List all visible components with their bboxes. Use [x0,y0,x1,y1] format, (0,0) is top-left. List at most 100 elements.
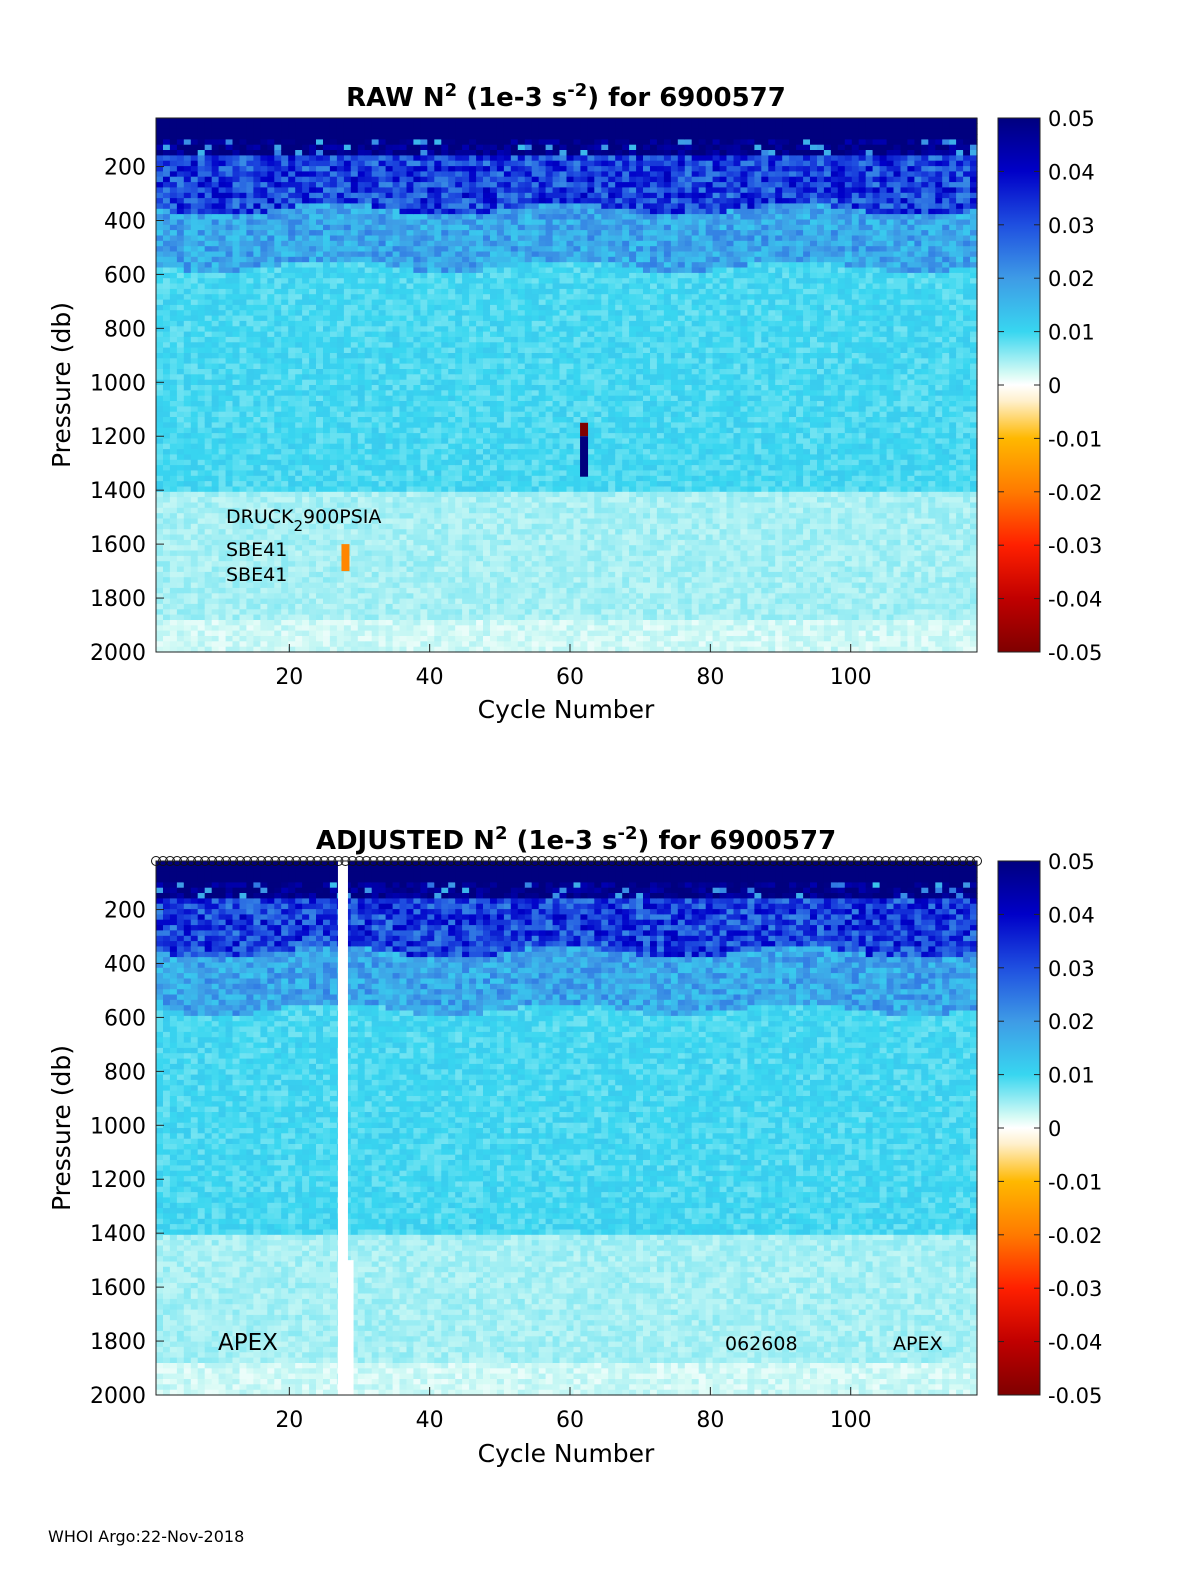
heatmap-cell [323,320,331,327]
heatmap-cell [316,507,324,514]
heatmap-cell [336,320,345,327]
heatmap-cell [406,342,415,349]
heatmap-cell [378,176,387,183]
heatmap-cell [239,443,248,450]
heatmap-cell [253,513,261,520]
heatmap-cell [253,294,261,301]
heatmap-cell [385,128,394,135]
heatmap-cell [476,598,484,605]
heatmap-cell [357,518,366,525]
heatmap-cell [434,272,442,279]
heatmap-cell [274,411,282,418]
heatmap-cell [350,395,359,402]
heatmap-cell [190,603,199,610]
heatmap-cell [343,401,352,407]
heatmap-cell [434,646,442,653]
heatmap-cell [302,625,310,632]
heatmap-cell [302,593,310,600]
heatmap-cell [448,272,456,279]
heatmap-cell [434,288,442,295]
heatmap-cell [246,134,254,140]
heatmap-cell [483,566,491,573]
heatmap-cell [225,336,234,343]
heatmap-cell [392,561,401,568]
heatmap-cell [309,636,317,642]
heatmap-cell [329,518,338,525]
heatmap-cell [399,358,408,365]
heatmap-cell [329,523,338,530]
heatmap-cell [399,310,408,317]
heatmap-cell [246,459,254,466]
heatmap-cell [434,294,442,301]
heatmap-cell [267,449,275,455]
heatmap-cell [225,358,234,365]
heatmap-cell [316,385,324,391]
heatmap-cell [176,406,185,413]
heatmap-cell [281,486,289,493]
heatmap-cell [434,491,442,498]
heatmap-cell [176,166,185,172]
heatmap-cell [204,443,213,450]
heatmap-cell [406,214,415,220]
heatmap-cell [260,507,268,514]
heatmap-cell [399,523,408,530]
heatmap-cell [204,353,213,359]
heatmap-cell [371,582,380,589]
heatmap-cell [302,192,310,199]
heatmap-cell [156,630,164,637]
heatmap-cell [281,192,289,199]
heatmap-cell [316,561,324,568]
heatmap-cell [288,401,296,407]
heatmap-cell [190,358,199,365]
heatmap-cell [392,475,401,482]
heatmap-cell [281,235,289,242]
heatmap-cell [295,294,303,301]
heatmap-cell [225,118,234,124]
heatmap-cell [434,481,442,487]
heatmap-cell [302,646,310,653]
heatmap-cell [156,262,164,269]
heatmap-cell [281,454,289,461]
heatmap-cell [225,283,234,290]
heatmap-cell [448,214,456,220]
heatmap-cell [385,433,394,439]
heatmap-cell [357,267,366,274]
heatmap-cell [448,609,456,616]
heatmap-cell [197,128,206,135]
heatmap-cell [343,369,352,375]
heatmap-cell [434,320,442,327]
heatmap-cell [211,315,220,322]
heatmap-cell [343,267,352,274]
heatmap-cell [329,139,338,146]
heatmap-cell [267,614,275,621]
heatmap-cell [434,203,442,210]
heatmap-cell [302,539,310,546]
heatmap-cell [316,497,324,503]
heatmap-cell [211,304,220,311]
heatmap-cell [469,582,477,589]
heatmap-cell [371,224,380,231]
heatmap-cell [190,363,199,370]
heatmap-cell [197,379,206,386]
heatmap-cell [288,417,296,423]
heatmap-cell [183,315,192,322]
heatmap-cell [441,609,449,616]
heatmap-cell [281,587,289,594]
heatmap-cell [323,272,331,279]
heatmap-cell [163,443,171,450]
heatmap-cell [455,262,463,269]
heatmap-cell [274,208,282,215]
heatmap-cell [441,176,449,183]
heatmap-cell [350,171,359,178]
raw-title-sup1: 2 [445,80,458,101]
heatmap-cell [295,641,303,648]
heatmap-cell [399,182,408,188]
heatmap-cell [350,459,359,466]
heatmap-cell [211,523,220,530]
heatmap-cell [434,192,442,199]
heatmap-cell [183,507,192,514]
heatmap-cell [427,363,435,370]
heatmap-cell [163,390,171,397]
heatmap-cell [385,550,394,557]
heatmap-cell [371,310,380,317]
